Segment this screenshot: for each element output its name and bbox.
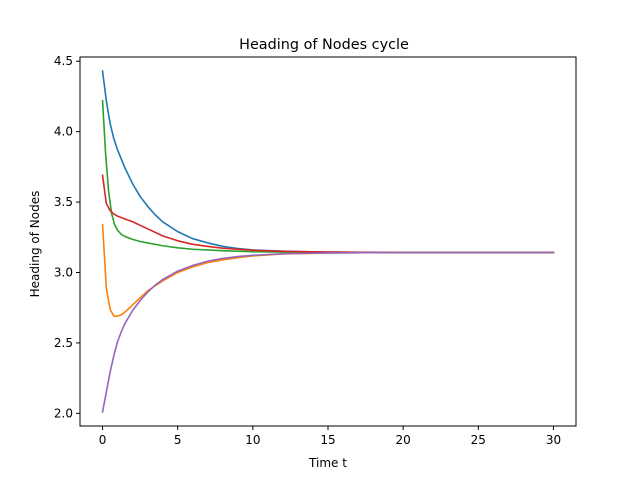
x-tick-label: 5 (174, 433, 182, 447)
x-tick-label: 30 (546, 433, 561, 447)
series-line-4 (101, 174, 555, 254)
y-tick-label: 2.5 (54, 336, 73, 350)
chart-title: Heading of Nodes cycle (239, 37, 409, 53)
x-tick-label: 10 (245, 433, 260, 447)
series-layer (101, 70, 555, 413)
y-tick-label: 3.0 (54, 265, 73, 279)
x-tick-label: 25 (471, 433, 486, 447)
x-axis-label: Time t (308, 456, 347, 470)
x-axis: 0 5 10 15 20 25 30 (99, 426, 561, 447)
y-tick-label: 4.5 (54, 54, 73, 68)
series-line-5 (101, 251, 555, 413)
y-tick-label: 3.5 (54, 195, 73, 209)
x-tick-label: 20 (396, 433, 411, 447)
x-tick-label: 15 (320, 433, 335, 447)
x-tick-label: 0 (99, 433, 107, 447)
y-axis-label: Heading of Nodes (28, 191, 42, 298)
y-axis: 2.0 2.5 3.0 3.5 4.0 4.5 (54, 54, 80, 420)
y-tick-label: 2.0 (54, 406, 73, 420)
y-tick-label: 4.0 (54, 125, 73, 139)
